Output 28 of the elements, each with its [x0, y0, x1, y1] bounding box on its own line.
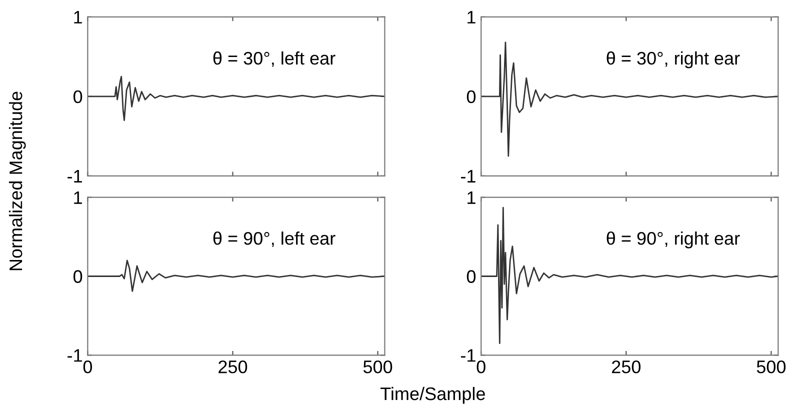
x-tick-label: 250 — [612, 360, 641, 374]
y-axis-title: Normalized Magnitude — [8, 92, 26, 270]
line-series — [88, 76, 385, 121]
y-tick-label: -1 — [461, 349, 476, 362]
y-tick-label: 1 — [468, 11, 476, 24]
x-tick-label: 250 — [218, 360, 248, 374]
x-tick-label: 500 — [363, 360, 392, 374]
x-axis-title: Time/Sample — [380, 386, 485, 404]
y-tick-label: 0 — [466, 90, 476, 104]
y-tick-label: -1 — [68, 349, 82, 362]
x-tick-label: 0 — [476, 360, 486, 374]
y-tick-label: -1 — [461, 170, 476, 182]
y-tick-label: 0 — [73, 270, 82, 283]
y-tick-label: -1 — [68, 170, 82, 182]
annotation: θ = 90°, right ear — [606, 232, 740, 248]
y-tick-label: 0 — [73, 90, 82, 104]
annotation: θ = 30°, right ear — [606, 51, 740, 68]
y-tick-label: 1 — [74, 191, 82, 204]
x-tick-label: 500 — [756, 360, 786, 374]
x-tick-label: 0 — [83, 360, 92, 374]
line-series — [481, 206, 778, 344]
annotation: θ = 90°, left ear — [213, 232, 336, 247]
y-tick-label: 0 — [466, 270, 476, 283]
y-tick-label: 1 — [468, 191, 476, 204]
line-series — [481, 42, 778, 157]
annotation: θ = 30°, left ear — [213, 51, 336, 67]
line-series — [88, 260, 385, 292]
y-tick-label: 1 — [74, 11, 82, 24]
